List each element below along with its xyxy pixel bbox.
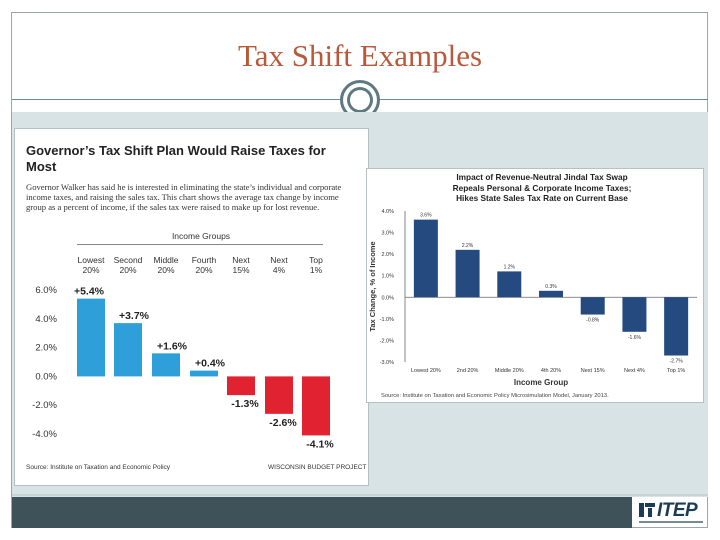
right-chart-title: Impact of Revenue-Neutral Jindal Tax Swa…	[407, 172, 677, 204]
left-column-header: Lowest 20%	[72, 255, 110, 275]
left-column-header-line: 4%	[272, 265, 286, 275]
left-y-tick-label: -4.0%	[32, 429, 57, 440]
right-y-tick-label: 0.0%	[381, 295, 394, 301]
right-category-label: Lowest 20%	[411, 368, 441, 374]
left-chart-source: Source: Institute on Taxation and Econom…	[26, 464, 171, 471]
right-x-axis-label: Income Group	[514, 378, 568, 387]
left-data-label: +1.6%	[157, 340, 188, 352]
left-data-label: +0.4%	[195, 358, 226, 370]
right-category-label: 4th 20%	[541, 368, 561, 374]
right-bar	[539, 290, 563, 298]
left-column-header: Middle 20%	[147, 255, 185, 275]
left-column-header-line: Middle	[153, 255, 179, 265]
left-bar	[152, 353, 180, 377]
left-column-header: Second 20%	[109, 255, 147, 275]
right-bar	[497, 271, 522, 298]
left-y-tick-label: 4.0%	[35, 314, 57, 325]
left-chart-description: Governor Walker has said he is intereste…	[26, 182, 342, 212]
right-y-tick-label: 3.0%	[381, 231, 394, 237]
left-column-header-line: 20%	[195, 265, 213, 275]
footer-bar	[12, 497, 632, 528]
left-column-header-line: Next	[232, 255, 250, 265]
left-data-label: -1.3%	[231, 398, 259, 410]
left-chart-plot: 6.0% 4.0% 2.0% 0.0% -2.0% -4.0% +5.4% +3.7% +1.6…	[32, 285, 334, 450]
left-chart-project: WISCONSIN BUDGET PROJECT	[268, 464, 367, 471]
left-y-tick-label: -2.0%	[32, 400, 57, 411]
wisconsin-chart-panel: Governor’s Tax Shift Plan Would Raise Ta…	[14, 128, 369, 486]
right-category-label: Next 4%	[624, 368, 645, 374]
itep-logo-icon	[639, 503, 655, 517]
louisiana-chart-panel: Impact of Revenue-Neutral Jindal Tax Swa…	[366, 168, 704, 403]
left-y-tick-label: 2.0%	[35, 343, 57, 354]
right-data-label: 3.6%	[420, 213, 432, 219]
right-y-tick-label: -3.0%	[380, 360, 394, 366]
right-bar	[413, 219, 438, 298]
left-bar	[227, 376, 255, 396]
left-column-header-line: Fourth	[191, 255, 217, 265]
right-chart-title-line-3: Hikes State Sales Tax Rate on Current Ba…	[456, 193, 628, 203]
left-column-header-line: 20%	[82, 265, 100, 275]
left-data-label: -4.1%	[306, 438, 334, 450]
left-column-header: Next 15%	[222, 255, 260, 275]
left-bar	[265, 376, 293, 414]
right-chart-title-line-2: Repeals Personal & Corporate Income Taxe…	[452, 182, 632, 193]
right-data-label: 2.2%	[462, 243, 474, 249]
itep-logo: ITEP	[636, 499, 706, 527]
left-bar	[302, 376, 330, 436]
right-y-tick-label: 4.0%	[381, 209, 394, 215]
left-column-header-line: Next	[270, 255, 288, 265]
income-groups-label: Income Groups	[171, 231, 231, 241]
left-column-header-line: Top	[309, 255, 323, 265]
right-y-tick-label: 1.0%	[381, 274, 394, 280]
right-chart-title-line-1: Impact of Revenue-Neutral Jindal Tax Swa…	[456, 172, 628, 182]
right-bar	[580, 297, 605, 315]
left-column-header: Next 4%	[260, 255, 298, 275]
right-category-label: Next 15%	[581, 368, 605, 374]
left-bar	[114, 323, 142, 377]
right-data-label: -2.7%	[670, 359, 684, 365]
right-bar	[622, 297, 647, 332]
left-column-header-line: 20%	[119, 265, 137, 275]
left-chart-title: Governor’s Tax Shift Plan Would Raise Ta…	[26, 143, 326, 174]
right-bar	[664, 297, 689, 356]
left-data-label: +3.7%	[119, 310, 150, 322]
right-y-tick-label: -2.0%	[380, 338, 394, 344]
right-chart-source: Source: Institute on Taxation and Econom…	[381, 393, 609, 399]
left-column-header-line: 15%	[232, 265, 250, 275]
right-data-label: 1.2%	[504, 264, 516, 270]
itep-logo-tagline	[639, 521, 703, 523]
left-column-header: Fourth 20%	[185, 255, 223, 275]
right-y-tick-label: -1.0%	[380, 317, 394, 323]
left-column-header-line: 1%	[309, 265, 323, 275]
right-data-label: -0.8%	[586, 318, 600, 324]
footer-rule	[12, 494, 708, 496]
left-data-label: +5.4%	[74, 286, 105, 298]
right-chart-plot: 4.0% 3.0% 2.0% 1.0% 0.0% -1.0% -2.0% -3.0% Tax C…	[368, 209, 697, 387]
right-y-axis-label: Tax Change, % of Income	[368, 241, 377, 331]
right-bar	[455, 249, 480, 298]
left-y-tick-label: 6.0%	[35, 285, 57, 296]
itep-logo-text: ITEP	[657, 500, 698, 521]
right-category-label: Top 1%	[667, 368, 685, 374]
left-column-header: Top 1%	[297, 255, 335, 275]
left-data-label: -2.6%	[269, 417, 297, 429]
left-column-header-line: Second	[113, 255, 143, 265]
right-data-label: 0.3%	[545, 284, 557, 290]
right-category-label: Middle 20%	[495, 368, 524, 374]
left-bar	[77, 298, 105, 377]
left-y-tick-label: 0.0%	[35, 371, 57, 382]
slide-title: Tax Shift Examples	[237, 38, 483, 73]
income-groups-rule	[77, 244, 323, 245]
left-column-header-line: 20%	[157, 265, 175, 275]
right-y-tick-label: 2.0%	[381, 252, 394, 258]
left-column-header-line: Lowest	[77, 255, 105, 265]
right-data-label: -1.6%	[628, 335, 642, 341]
right-category-label: 2nd 20%	[457, 368, 479, 374]
left-bar	[190, 370, 218, 377]
